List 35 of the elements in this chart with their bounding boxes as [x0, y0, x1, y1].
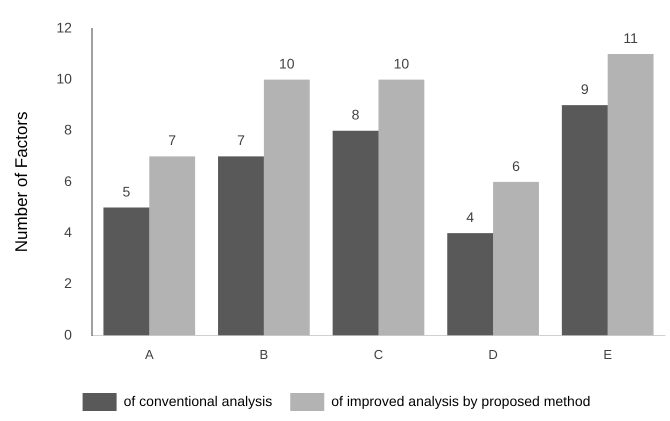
bar	[447, 233, 494, 336]
x-tick-label: E	[603, 346, 612, 362]
data-label: 8	[352, 106, 360, 123]
data-label: 7	[168, 132, 176, 148]
data-label: 11	[623, 30, 638, 46]
legend-label: of conventional analysis	[124, 392, 272, 409]
bar	[608, 54, 654, 336]
x-tick-label: C	[374, 346, 384, 362]
data-label: 4	[466, 208, 474, 225]
x-tick-label: A	[144, 346, 154, 362]
y-tick-label: 8	[64, 122, 72, 138]
data-label: 5	[122, 183, 130, 200]
data-label: 9	[580, 81, 589, 98]
data-label: 6	[512, 158, 520, 174]
y-axis-title: Number of Factors	[12, 112, 31, 252]
legend-label: of improved analysis by proposed method	[331, 392, 590, 409]
data-label: 10	[279, 55, 295, 72]
y-tick-label: 2	[64, 275, 72, 292]
y-tick-label: 10	[56, 70, 72, 86]
y-tick-label: 6	[64, 172, 72, 189]
bar	[264, 80, 310, 336]
bar	[149, 156, 196, 336]
bar	[378, 80, 424, 336]
bar	[218, 156, 264, 336]
bar	[332, 130, 378, 336]
x-tick-label: B	[260, 346, 268, 362]
x-tick-label: D	[488, 346, 498, 362]
bar	[493, 182, 539, 336]
data-label: 7	[237, 132, 246, 148]
y-tick-label: 12	[56, 19, 72, 36]
bar	[562, 105, 608, 336]
y-tick-label: 4	[64, 224, 72, 240]
y-tick-label: 0	[64, 326, 72, 342]
bar	[103, 207, 150, 336]
data-label: 10	[394, 55, 410, 72]
